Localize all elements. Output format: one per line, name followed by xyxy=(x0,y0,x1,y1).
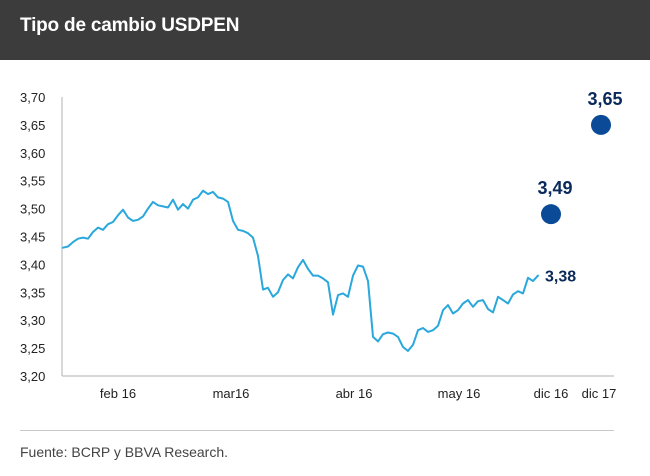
chart-header: Tipo de cambio USDPEN xyxy=(0,0,650,60)
footer-divider xyxy=(20,430,614,431)
y-tick-label: 3,40 xyxy=(20,257,45,272)
x-tick-label: feb 16 xyxy=(100,386,136,401)
y-tick-label: 3,45 xyxy=(20,230,45,245)
x-tick-label: dic 17 xyxy=(582,386,617,401)
y-tick-label: 3,25 xyxy=(20,341,45,356)
forecast-point xyxy=(591,114,611,135)
x-tick-label: abr 16 xyxy=(336,386,373,401)
forecast-point xyxy=(541,204,561,225)
y-tick-label: 3,55 xyxy=(20,174,45,189)
forecast-point-label: 3,65 xyxy=(587,89,622,109)
y-tick-label: 3,30 xyxy=(20,313,45,328)
usdpen-series-line xyxy=(62,189,539,352)
y-tick-label: 3,50 xyxy=(20,202,45,217)
forecast-point-label: 3,49 xyxy=(537,178,572,198)
y-tick-label: 3,20 xyxy=(20,369,45,384)
y-tick-label: 3,65 xyxy=(20,118,45,133)
y-tick-label: 3,60 xyxy=(20,146,45,161)
x-tick-label: may 16 xyxy=(438,386,481,401)
y-tick-label: 3,70 xyxy=(20,90,45,105)
chart-title: Tipo de cambio USDPEN xyxy=(20,15,240,36)
source-note: Fuente: BCRP y BBVA Research. xyxy=(20,444,229,460)
last-value-label: 3,38 xyxy=(545,269,576,286)
y-tick-label: 3,35 xyxy=(20,285,45,300)
usdpen-line-chart: 3,20 3,25 3,30 3,35 3,40 3,45 3,50 3,55 3,60 3,65… xyxy=(20,89,623,401)
x-tick-label: mar16 xyxy=(213,386,250,401)
x-tick-label: dic 16 xyxy=(534,386,569,401)
